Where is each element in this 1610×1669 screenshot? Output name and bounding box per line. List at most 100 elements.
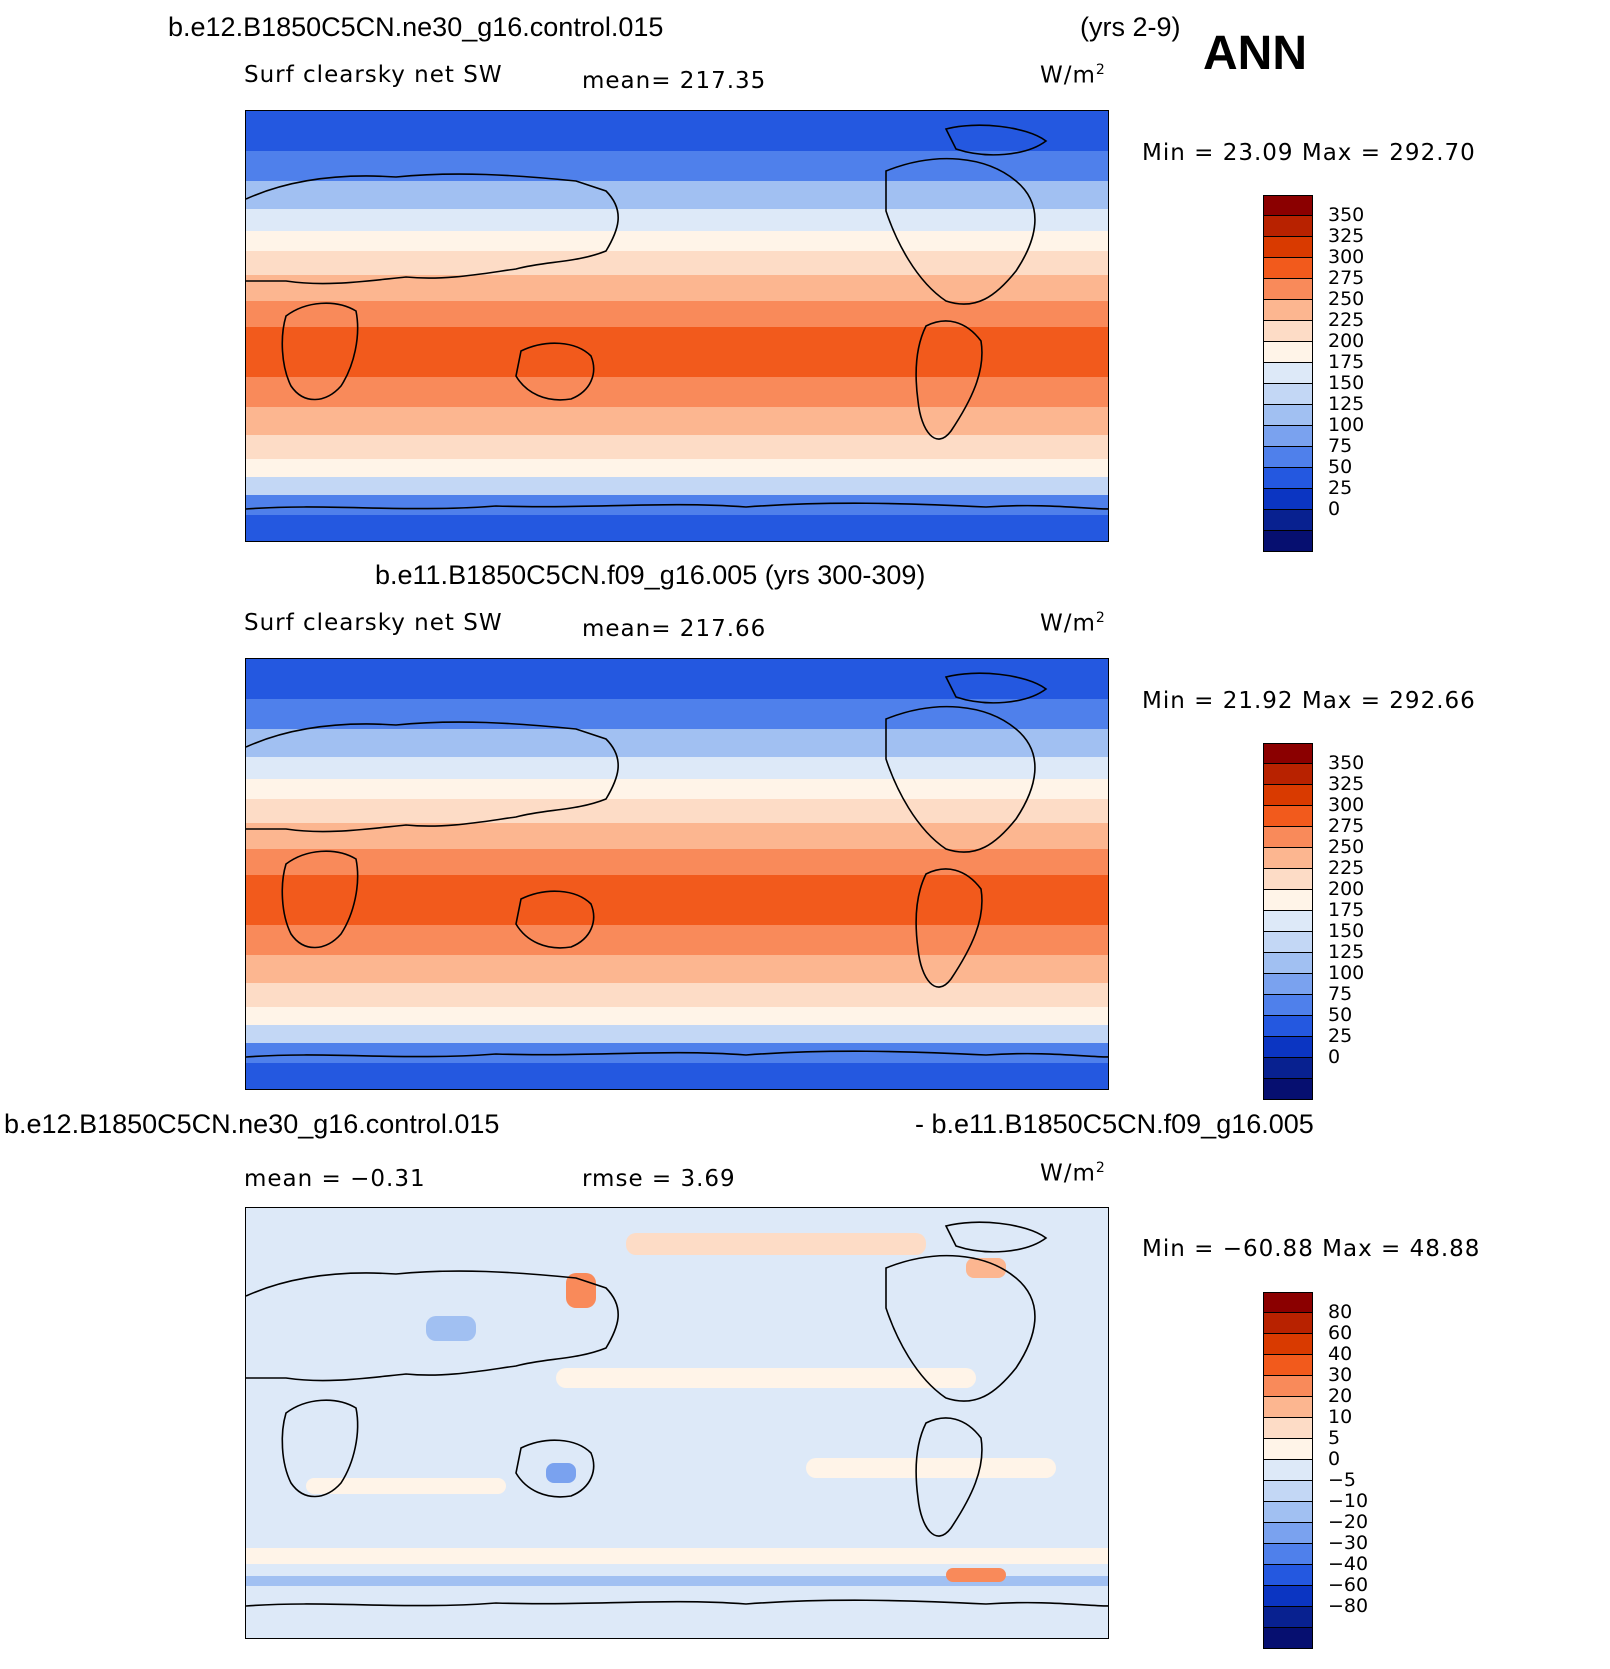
colorbar-swatch: [1263, 1016, 1313, 1037]
colorbar-swatch: [1263, 342, 1313, 363]
colorbar-swatch: [1263, 1607, 1313, 1628]
colorbar-tick-label: −80: [1328, 1595, 1369, 1617]
colorbar-tick-label: 75: [1328, 435, 1353, 457]
colorbar-swatch: [1263, 1523, 1313, 1544]
colorbar-swatch: [1263, 1376, 1313, 1397]
colorbar-tick-label: 150: [1328, 920, 1365, 942]
colorbar-swatch: [1263, 489, 1313, 510]
colorbar-swatch: [1263, 1292, 1313, 1313]
colorbar-tick-label: 325: [1328, 773, 1365, 795]
colorbar-tick-label: −20: [1328, 1511, 1369, 1533]
panel3-units: W/m2: [1040, 1160, 1106, 1187]
panel2-units: W/m2: [1040, 610, 1106, 637]
colorbar-swatch: [1263, 510, 1313, 531]
colorbar-tick-label: 25: [1328, 477, 1353, 499]
colorbar-tick-label: 50: [1328, 456, 1353, 478]
colorbar-swatch: [1263, 1037, 1313, 1058]
colorbar-swatch: [1263, 1058, 1313, 1079]
colorbar-tick-label: 200: [1328, 330, 1365, 352]
colorbar-swatch: [1263, 1439, 1313, 1460]
colorbar-swatch: [1263, 1460, 1313, 1481]
colorbar-tick-label: 300: [1328, 794, 1365, 816]
panel1-minmax: Min = 23.09 Max = 292.70: [1142, 140, 1476, 166]
panel3-mean: mean = −0.31: [244, 1166, 426, 1192]
colorbar-swatch: [1263, 1397, 1313, 1418]
colorbar-swatch: [1263, 531, 1313, 552]
colorbar-tick-label: 250: [1328, 836, 1365, 858]
colorbar-tick-label: 25: [1328, 1025, 1353, 1047]
colorbar-swatch: [1263, 932, 1313, 953]
colorbar-swatch: [1263, 911, 1313, 932]
colorbar-swatch: [1263, 1079, 1313, 1100]
colorbar-swatch: [1263, 848, 1313, 869]
panel1-units: W/m2: [1040, 62, 1106, 89]
colorbar-tick-label: −10: [1328, 1490, 1369, 1512]
colorbar-tick-label: 5: [1328, 1427, 1341, 1449]
colorbar-tick-label: 125: [1328, 393, 1365, 415]
colorbar-swatch: [1263, 1334, 1313, 1355]
colorbar-swatch: [1263, 995, 1313, 1016]
colorbar-tick-label: −40: [1328, 1553, 1369, 1575]
panel2-colorbar: [1263, 743, 1313, 1100]
colorbar-swatch: [1263, 785, 1313, 806]
colorbar-tick-label: 80: [1328, 1301, 1353, 1323]
panel1-map: [245, 110, 1109, 542]
colorbar-swatch: [1263, 1481, 1313, 1502]
colorbar-tick-label: −30: [1328, 1532, 1369, 1554]
colorbar-tick-label: 225: [1328, 857, 1365, 879]
colorbar-swatch: [1263, 258, 1313, 279]
colorbar-tick-label: 50: [1328, 1004, 1353, 1026]
colorbar-swatch: [1263, 869, 1313, 890]
colorbar-tick-label: 40: [1328, 1343, 1353, 1365]
case2-title: b.e11.B1850C5CN.f09_g16.005 (yrs 300-309…: [375, 560, 926, 590]
colorbar-tick-label: 275: [1328, 815, 1365, 837]
colorbar-swatch: [1263, 974, 1313, 995]
colorbar-tick-label: 350: [1328, 204, 1365, 226]
colorbar-swatch: [1263, 743, 1313, 764]
colorbar-swatch: [1263, 1502, 1313, 1523]
colorbar-swatch: [1263, 321, 1313, 342]
panel1-mean: mean= 217.35: [582, 68, 767, 94]
colorbar-tick-label: 0: [1328, 1448, 1341, 1470]
colorbar-swatch: [1263, 1418, 1313, 1439]
panel2-variable-title: Surf clearsky net SW: [244, 610, 503, 636]
colorbar-tick-label: 225: [1328, 309, 1365, 331]
colorbar-swatch: [1263, 363, 1313, 384]
diff-right-title: - b.e11.B1850C5CN.f09_g16.005: [915, 1109, 1314, 1139]
colorbar-swatch: [1263, 1544, 1313, 1565]
colorbar-swatch: [1263, 426, 1313, 447]
panel3-minmax: Min = −60.88 Max = 48.88: [1142, 1236, 1481, 1262]
colorbar-tick-label: 250: [1328, 288, 1365, 310]
colorbar-tick-label: 100: [1328, 414, 1365, 436]
season-label: ANN: [1203, 27, 1307, 80]
colorbar-tick-label: 150: [1328, 372, 1365, 394]
colorbar-swatch: [1263, 806, 1313, 827]
colorbar-tick-label: 175: [1328, 351, 1365, 373]
colorbar-swatch: [1263, 1313, 1313, 1334]
colorbar-tick-label: 0: [1328, 1046, 1341, 1068]
colorbar-tick-label: −5: [1328, 1469, 1357, 1491]
colorbar-tick-label: 125: [1328, 941, 1365, 963]
colorbar-tick-label: 75: [1328, 983, 1353, 1005]
panel3-map: [245, 1207, 1109, 1639]
colorbar-tick-label: 325: [1328, 225, 1365, 247]
panel2-map: [245, 658, 1109, 1090]
colorbar-tick-label: 20: [1328, 1385, 1353, 1407]
panel1-variable-title: Surf clearsky net SW: [244, 62, 503, 88]
colorbar-swatch: [1263, 468, 1313, 489]
colorbar-swatch: [1263, 827, 1313, 848]
colorbar-tick-label: 350: [1328, 752, 1365, 774]
colorbar-tick-label: 175: [1328, 899, 1365, 921]
colorbar-swatch: [1263, 890, 1313, 911]
colorbar-swatch: [1263, 1628, 1313, 1649]
panel3-rmse: rmse = 3.69: [582, 1166, 736, 1192]
diff-left-title: b.e12.B1850C5CN.ne30_g16.control.015: [4, 1109, 500, 1139]
colorbar-swatch: [1263, 447, 1313, 468]
colorbar-tick-label: 100: [1328, 962, 1365, 984]
years-label-1: (yrs 2-9): [1080, 12, 1181, 42]
colorbar-tick-label: 60: [1328, 1322, 1353, 1344]
panel2-mean: mean= 217.66: [582, 616, 767, 642]
colorbar-swatch: [1263, 216, 1313, 237]
colorbar-tick-label: −60: [1328, 1574, 1369, 1596]
colorbar-swatch: [1263, 953, 1313, 974]
